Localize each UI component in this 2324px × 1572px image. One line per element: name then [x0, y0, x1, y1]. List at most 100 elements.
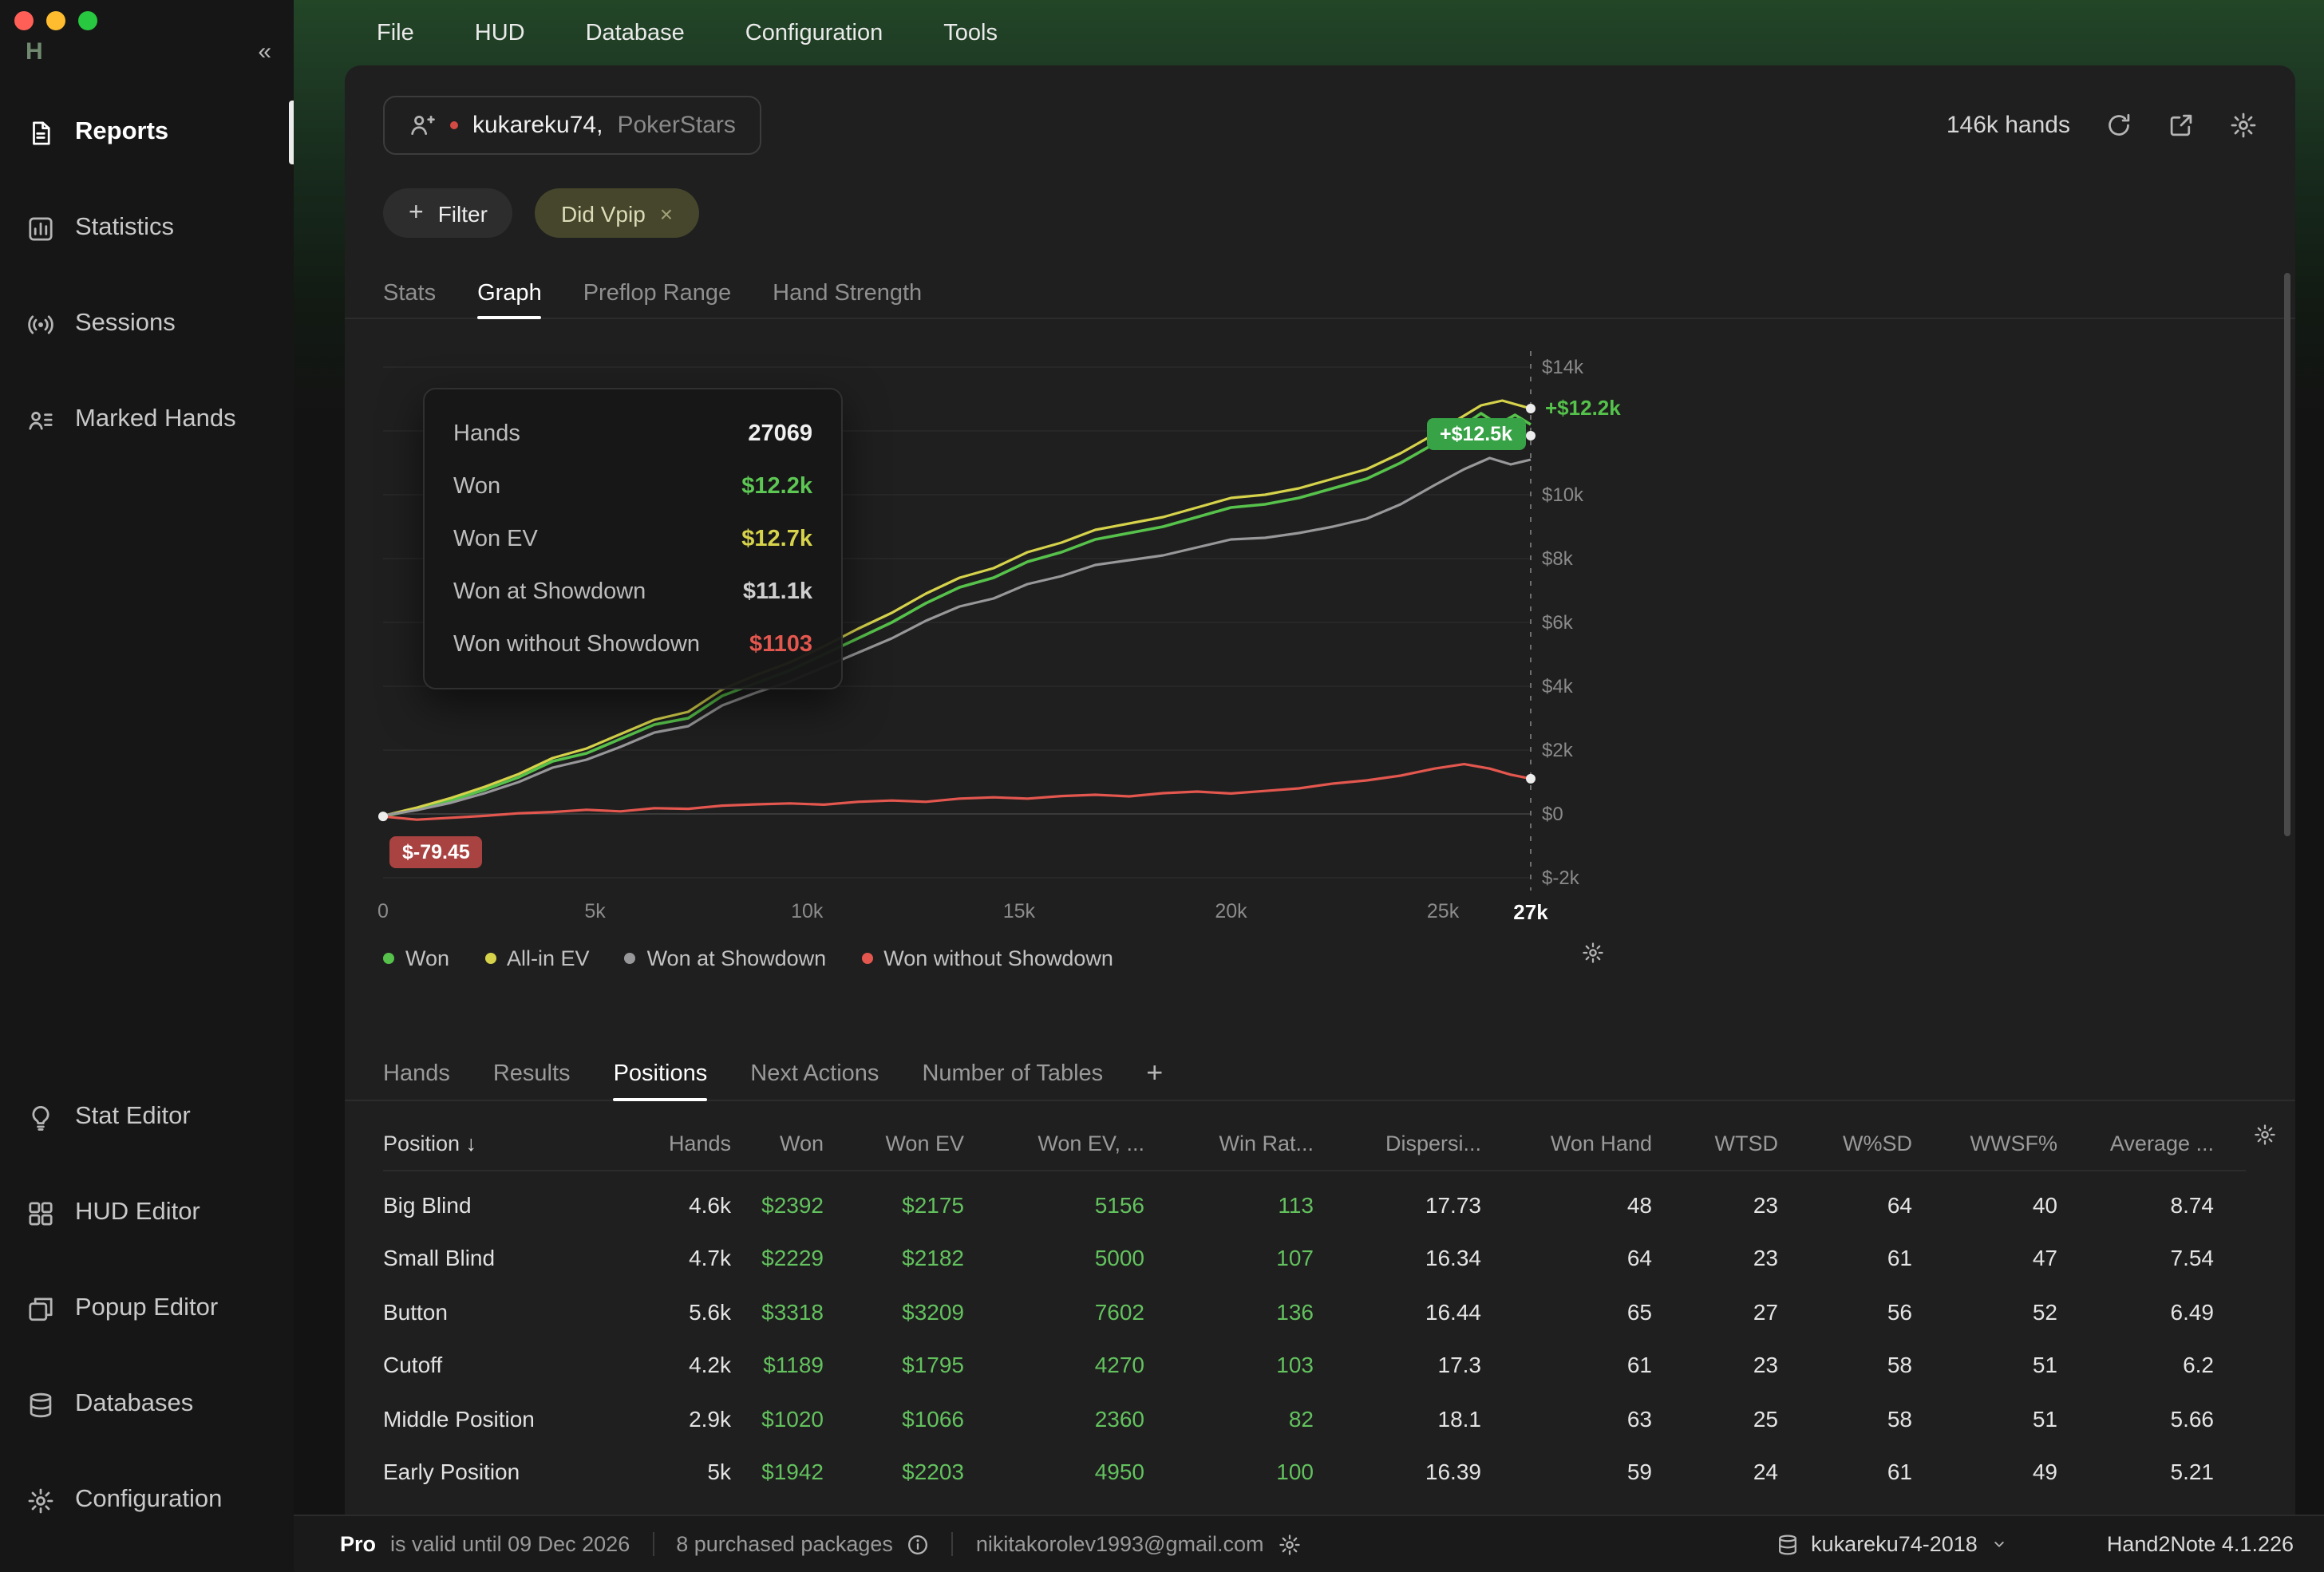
account-gear-icon[interactable] [1279, 1533, 1301, 1555]
sidebar-item-marked-hands[interactable]: Marked Hands [0, 372, 294, 468]
sidebar-item-sessions[interactable]: Sessions [0, 276, 294, 372]
add-filter-button[interactable]: + Filter [383, 188, 513, 238]
cell-wwsf%: 51 [2032, 1405, 2057, 1432]
report-tab-next-actions[interactable]: Next Actions [750, 1061, 879, 1086]
collapse-sidebar-icon[interactable]: « [258, 38, 271, 65]
tooltip-value: $11.1k [742, 579, 812, 604]
tab-hand-strength[interactable]: Hand Strength [773, 281, 923, 306]
cell-hands: 4.7k [689, 1245, 731, 1271]
table-row[interactable]: Small Blind 4.7k $2229 $2182 5000 107 16.34 64 2… [383, 1231, 2246, 1285]
column-header-average[interactable]: Average ... [2109, 1132, 2214, 1155]
cell-won: $3318 [761, 1298, 824, 1325]
cell-won: $2229 [761, 1245, 824, 1271]
remove-filter-icon[interactable]: × [659, 200, 674, 226]
cell-dispersi: 17.3 [1437, 1352, 1482, 1378]
cell-position: Button [383, 1298, 448, 1325]
sidebar-item-configuration[interactable]: Configuration [0, 1452, 294, 1548]
cell-wwsf%: 40 [2032, 1191, 2057, 1218]
legend-item-won-without-showdown[interactable]: Won without Showdown [861, 946, 1113, 970]
cell-win-rat: 107 [1276, 1245, 1314, 1271]
minimize-button[interactable] [46, 11, 65, 30]
column-header-won-ev[interactable]: Won EV [885, 1132, 964, 1155]
cell-won-ev: 5156 [1094, 1191, 1144, 1218]
graph-settings-gear-icon[interactable] [1582, 942, 1604, 964]
column-header-position[interactable]: Position ↓ [383, 1132, 477, 1155]
y-axis-label: $0 [1542, 803, 1563, 825]
table-row[interactable]: Big Blind 4.6k $2392 $2175 5156 113 17.73 48 23 6… [383, 1178, 2246, 1231]
cell-wwsf%: 47 [2032, 1245, 2057, 1271]
cell-won-ev: $2203 [902, 1459, 964, 1485]
legend-label: Won [405, 946, 450, 970]
table-settings-gear-icon[interactable] [2254, 1124, 2276, 1146]
menu-item-database[interactable]: Database [585, 20, 685, 45]
cell-average: 6.2 [2183, 1352, 2214, 1378]
column-header-w%sd[interactable]: W%SD [1843, 1132, 1912, 1155]
player-name: kukareku74, [472, 112, 603, 139]
view-tabs: Stats Graph Preflop Range Hand Strength [345, 270, 2295, 319]
external-link-icon[interactable] [2168, 112, 2195, 139]
report-tab-results[interactable]: Results [492, 1061, 571, 1086]
sidebar-item-statistics[interactable]: Statistics [0, 180, 294, 276]
cell-dispersi: 16.34 [1425, 1245, 1481, 1271]
sidebar-item-hud-editor[interactable]: HUD Editor [0, 1165, 294, 1261]
legend-item-won-at-showdown[interactable]: Won at Showdown [624, 946, 826, 970]
cell-dispersi: 18.1 [1437, 1405, 1482, 1432]
tab-preflop-range[interactable]: Preflop Range [583, 281, 732, 306]
column-header-won[interactable]: Won [779, 1132, 824, 1155]
legend-dot [861, 953, 873, 964]
legend-item-won[interactable]: Won [383, 946, 449, 970]
app-version: Hand2Note 4.1.226 [2106, 1532, 2294, 1556]
column-header-win-rat[interactable]: Win Rat... [1219, 1132, 1314, 1155]
menu-item-tools[interactable]: Tools [943, 20, 998, 45]
graph-area: Hands 27069 Won $12.2k Won EV $12.7k Won at Sh… [345, 65, 2295, 1042]
menu-item-configuration[interactable]: Configuration [745, 20, 883, 45]
tooltip-value: $1103 [749, 631, 812, 657]
y-axis-label: $14k [1542, 356, 1584, 378]
x-axis-label: 20k [1215, 900, 1247, 922]
close-button[interactable] [14, 11, 34, 30]
sidebar-item-popup-editor[interactable]: Popup Editor [0, 1261, 294, 1357]
cell-average: 5.21 [2170, 1459, 2215, 1485]
sidebar-item-reports[interactable]: Reports [0, 85, 294, 180]
tooltip-value: 27069 [748, 421, 812, 446]
report-tab-hands[interactable]: Hands [383, 1061, 450, 1086]
column-header-won-ev[interactable]: Won EV, ... [1038, 1132, 1144, 1155]
menu-item-file[interactable]: File [377, 20, 414, 45]
scrollbar[interactable] [2284, 273, 2290, 836]
column-header-wtsd[interactable]: WTSD [1714, 1132, 1779, 1155]
table-row[interactable]: Button 5.6k $3318 $3209 7602 136 16.44 65 27 56 52… [383, 1285, 2246, 1338]
filter-chip-did-vpip[interactable]: Did Vpip × [535, 188, 699, 238]
menu-item-hud[interactable]: HUD [474, 20, 525, 45]
cell-won: $1189 [763, 1352, 824, 1378]
table-row[interactable]: Middle Position 2.9k $1020 $1066 2360 82 18.1 6… [383, 1392, 2246, 1445]
database-selector[interactable]: kukareku74-2018 Hand2Note 4.1.226 [1776, 1532, 2294, 1556]
cell-won-hand: 61 [1626, 1352, 1652, 1378]
cell-won-ev: 5000 [1094, 1245, 1144, 1271]
cell-wwsf%: 52 [2032, 1298, 2057, 1325]
sidebar-item-stat-editor[interactable]: Stat Editor [0, 1069, 294, 1165]
sidebar-item-databases[interactable]: Databases [0, 1357, 294, 1452]
settings-gear-icon[interactable] [2230, 112, 2257, 139]
tab-stats[interactable]: Stats [383, 281, 437, 306]
table-row[interactable]: Early Position 5k $1942 $2203 4950 100 16.39 59… [383, 1445, 2246, 1499]
column-header-hands[interactable]: Hands [668, 1132, 731, 1155]
sidebar: H « Reports Statistics Sessions Marked Hand… [0, 0, 294, 1572]
column-header-wwsf%[interactable]: WWSF% [1970, 1132, 2058, 1155]
legend-item-all-in-ev[interactable]: All-in EV [484, 946, 590, 970]
cell-won-ev: $2182 [902, 1245, 964, 1271]
report-tab-number-of-tables[interactable]: Number of Tables [922, 1061, 1104, 1086]
column-header-won-hand[interactable]: Won Hand [1550, 1132, 1652, 1155]
marked-hands-icon [27, 406, 54, 433]
player-selector[interactable]: kukareku74, PokerStars [383, 96, 761, 155]
cell-won-ev: $3209 [902, 1298, 964, 1325]
tab-graph[interactable]: Graph [477, 270, 543, 319]
sidebar-nav-top: Reports Statistics Sessions Marked Hands [0, 85, 294, 468]
cell-position: Middle Position [383, 1405, 535, 1432]
report-tab-positions[interactable]: Positions [613, 1047, 707, 1101]
report-tab-add[interactable]: + [1146, 1057, 1164, 1088]
refresh-icon[interactable] [2105, 112, 2132, 139]
zoom-button[interactable] [78, 11, 97, 30]
column-header-dispersi[interactable]: Dispersi... [1385, 1132, 1481, 1155]
table-row[interactable]: Cutoff 4.2k $1189 $1795 4270 103 17.3 61 23 58 51 6… [383, 1338, 2246, 1392]
info-icon[interactable] [907, 1533, 930, 1555]
